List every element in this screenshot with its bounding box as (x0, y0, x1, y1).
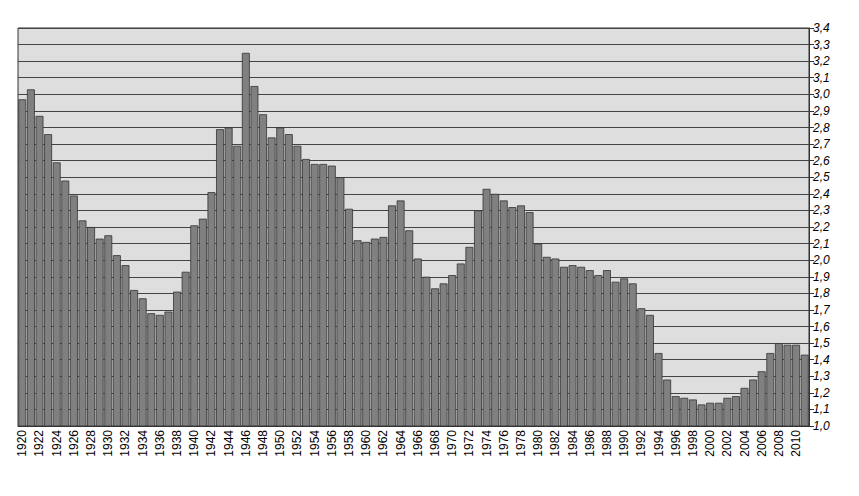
svg-text:1982: 1982 (548, 430, 562, 457)
svg-text:3,4: 3,4 (813, 21, 830, 35)
svg-text:2002: 2002 (720, 430, 734, 457)
svg-text:2006: 2006 (755, 430, 769, 457)
svg-text:1938: 1938 (170, 430, 184, 457)
svg-text:2,0: 2,0 (812, 253, 830, 267)
svg-text:1956: 1956 (325, 430, 339, 457)
svg-text:1944: 1944 (222, 430, 236, 457)
svg-text:1996: 1996 (669, 430, 683, 457)
svg-text:2,9: 2,9 (812, 104, 830, 118)
svg-text:1,3: 1,3 (813, 369, 830, 383)
svg-text:1970: 1970 (445, 430, 459, 457)
svg-text:1934: 1934 (136, 430, 150, 457)
svg-text:1960: 1960 (359, 430, 373, 457)
svg-text:1932: 1932 (118, 430, 132, 457)
svg-text:1948: 1948 (256, 430, 270, 457)
svg-text:1920: 1920 (15, 430, 29, 457)
svg-text:1,2: 1,2 (813, 386, 830, 400)
svg-text:2000: 2000 (703, 430, 717, 457)
svg-text:2,4: 2,4 (812, 187, 830, 201)
svg-text:1,9: 1,9 (813, 270, 830, 284)
svg-text:2,2: 2,2 (812, 220, 830, 234)
svg-text:1962: 1962 (376, 430, 390, 457)
svg-text:2,5: 2,5 (812, 170, 830, 184)
svg-text:1,7: 1,7 (813, 303, 831, 317)
svg-text:1984: 1984 (566, 430, 580, 457)
svg-text:3,3: 3,3 (813, 38, 830, 52)
svg-text:2004: 2004 (738, 430, 752, 457)
svg-text:1964: 1964 (394, 430, 408, 457)
svg-text:1994: 1994 (652, 430, 666, 457)
svg-text:1,0: 1,0 (813, 419, 830, 433)
svg-text:2010: 2010 (789, 430, 803, 457)
svg-text:1966: 1966 (411, 430, 425, 457)
svg-text:3,2: 3,2 (813, 54, 830, 68)
svg-text:2,3: 2,3 (812, 203, 830, 217)
svg-text:1998: 1998 (686, 430, 700, 457)
svg-text:1972: 1972 (462, 430, 476, 457)
svg-text:2008: 2008 (772, 430, 786, 457)
svg-text:2,7: 2,7 (812, 137, 831, 151)
svg-text:1,4: 1,4 (813, 353, 830, 367)
svg-text:1,8: 1,8 (813, 286, 830, 300)
svg-text:1986: 1986 (583, 430, 597, 457)
svg-text:2,6: 2,6 (812, 154, 830, 168)
svg-text:1,6: 1,6 (813, 320, 830, 334)
svg-text:1954: 1954 (308, 430, 322, 457)
svg-text:1940: 1940 (187, 430, 201, 457)
svg-text:1930: 1930 (101, 430, 115, 457)
svg-text:1980: 1980 (531, 430, 545, 457)
svg-text:1990: 1990 (617, 430, 631, 457)
svg-text:1936: 1936 (153, 430, 167, 457)
svg-text:1950: 1950 (273, 430, 287, 457)
svg-text:1926: 1926 (67, 430, 81, 457)
svg-text:3,1: 3,1 (813, 71, 830, 85)
svg-text:1922: 1922 (32, 430, 46, 457)
svg-text:1928: 1928 (84, 430, 98, 457)
svg-text:1,1: 1,1 (813, 402, 830, 416)
svg-text:1952: 1952 (290, 430, 304, 457)
svg-text:1924: 1924 (50, 430, 64, 457)
svg-text:1942: 1942 (204, 430, 218, 457)
svg-text:1976: 1976 (497, 430, 511, 457)
svg-text:3,0: 3,0 (813, 87, 830, 101)
svg-text:1946: 1946 (239, 430, 253, 457)
svg-text:1978: 1978 (514, 430, 528, 457)
svg-text:1992: 1992 (634, 430, 648, 457)
svg-text:1,5: 1,5 (813, 336, 830, 350)
svg-text:1958: 1958 (342, 430, 356, 457)
svg-text:2,8: 2,8 (812, 121, 830, 135)
svg-text:2,1: 2,1 (812, 237, 830, 251)
svg-text:1968: 1968 (428, 430, 442, 457)
svg-text:1988: 1988 (600, 430, 614, 457)
svg-text:1974: 1974 (480, 430, 494, 457)
